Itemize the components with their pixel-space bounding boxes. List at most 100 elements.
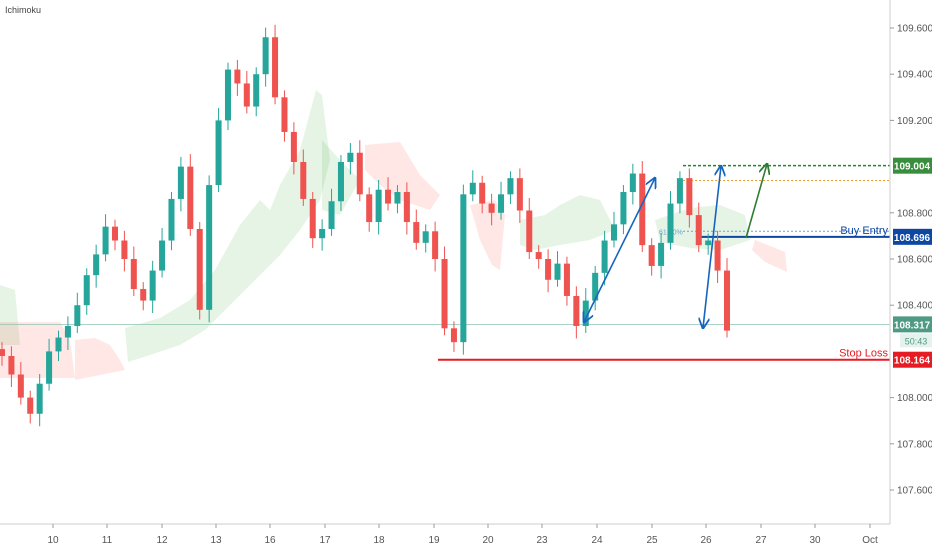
candle-body	[281, 97, 288, 132]
candle-body	[196, 228, 203, 310]
candle-body	[695, 215, 702, 246]
candle-body	[648, 245, 655, 266]
candle-body	[102, 226, 109, 255]
candle-body	[366, 194, 373, 223]
y-tick-label: 109.200	[897, 116, 932, 127]
buy-entry-price-text: 108.696	[894, 233, 931, 244]
candle-body	[234, 69, 241, 84]
candle-body	[422, 231, 429, 243]
candle-body	[224, 69, 231, 121]
candle-body	[121, 240, 128, 259]
y-tick-label: 108.000	[897, 393, 932, 404]
candle-body	[394, 192, 401, 204]
candle-body	[215, 120, 222, 186]
candle-body	[714, 240, 721, 271]
candle-body	[516, 178, 523, 211]
cloud-region	[520, 195, 615, 250]
candle-body	[46, 351, 53, 384]
candle-body	[168, 198, 175, 241]
x-tick-label: 10	[47, 535, 59, 546]
candle-body	[290, 131, 297, 162]
candle-body	[27, 397, 34, 414]
candle-body	[620, 192, 627, 225]
y-tick-label: 108.400	[897, 301, 932, 312]
candle-body	[573, 295, 580, 326]
candle-body	[0, 349, 6, 357]
candle-body	[413, 222, 420, 243]
candle-body	[441, 259, 448, 329]
buy-entry-price-tag	[893, 228, 932, 245]
x-tick-label: 30	[809, 535, 821, 546]
candle-body	[337, 161, 344, 202]
candle-body	[83, 275, 90, 306]
candle-body	[159, 240, 166, 271]
candle-body	[319, 228, 326, 239]
candle-body	[667, 203, 674, 243]
candle-body	[243, 83, 250, 107]
take-profit-price-text: 109.004	[894, 162, 931, 173]
stop-loss-label: Stop Loss	[839, 348, 888, 360]
candle-body	[460, 194, 467, 343]
candle-body	[611, 224, 618, 241]
stop-loss-price-text: 108.164	[894, 356, 931, 367]
x-tick-label: 16	[264, 535, 276, 546]
x-tick-label: 13	[210, 535, 222, 546]
y-tick-label: 108.600	[897, 255, 932, 266]
candle-body	[64, 325, 71, 338]
candle-body	[36, 383, 43, 414]
candle-body	[272, 37, 279, 98]
x-tick-label: 20	[482, 535, 494, 546]
candle-body	[563, 263, 570, 296]
candle-body	[187, 166, 194, 229]
candle-body	[601, 240, 608, 273]
candle-body	[385, 189, 392, 204]
x-tick-label: 17	[319, 535, 331, 546]
candle-body	[507, 178, 514, 195]
current-price-tag	[893, 316, 932, 333]
y-tick-label: 107.600	[897, 486, 932, 497]
y-tick-label: 108.800	[897, 208, 932, 219]
candle-body	[658, 242, 665, 266]
indicator-label: Ichimoku	[5, 5, 42, 15]
candle-body	[262, 37, 269, 75]
candle-body	[469, 182, 476, 195]
candle-body	[93, 254, 100, 276]
candle-body	[177, 166, 184, 199]
x-tick-label: 18	[373, 535, 385, 546]
x-tick-label: 12	[156, 535, 168, 546]
candle-body	[526, 210, 533, 253]
x-tick-label: Oct	[862, 535, 878, 546]
candle-body	[300, 161, 307, 199]
x-tick-label: 27	[755, 535, 767, 546]
stop-loss-price-tag	[893, 351, 932, 368]
candle-body	[479, 182, 486, 204]
candle-body	[309, 198, 316, 239]
candle-body	[140, 289, 147, 301]
x-tick-label: 25	[646, 535, 658, 546]
x-tick-label: 23	[536, 535, 548, 546]
cloud-region	[365, 142, 440, 210]
candle-body	[498, 194, 505, 213]
candle-body	[403, 192, 410, 223]
x-tick-label: 11	[102, 535, 113, 546]
countdown-tag	[900, 333, 932, 348]
cloud-region	[0, 285, 20, 345]
countdown-text: 50:43	[905, 336, 928, 346]
cloud-region	[0, 322, 75, 378]
target-arrow	[745, 164, 767, 239]
candle-body	[55, 337, 62, 352]
candle-body	[74, 305, 81, 326]
candle-body	[253, 74, 260, 107]
candle-body	[545, 259, 552, 280]
candle-body	[554, 263, 561, 280]
candle-body	[432, 231, 439, 259]
cloud-region	[125, 90, 330, 362]
candle-body	[356, 152, 363, 195]
candle-body	[328, 201, 335, 229]
candle-body	[629, 173, 636, 193]
candle-body	[8, 356, 15, 375]
candle-body	[17, 374, 24, 398]
